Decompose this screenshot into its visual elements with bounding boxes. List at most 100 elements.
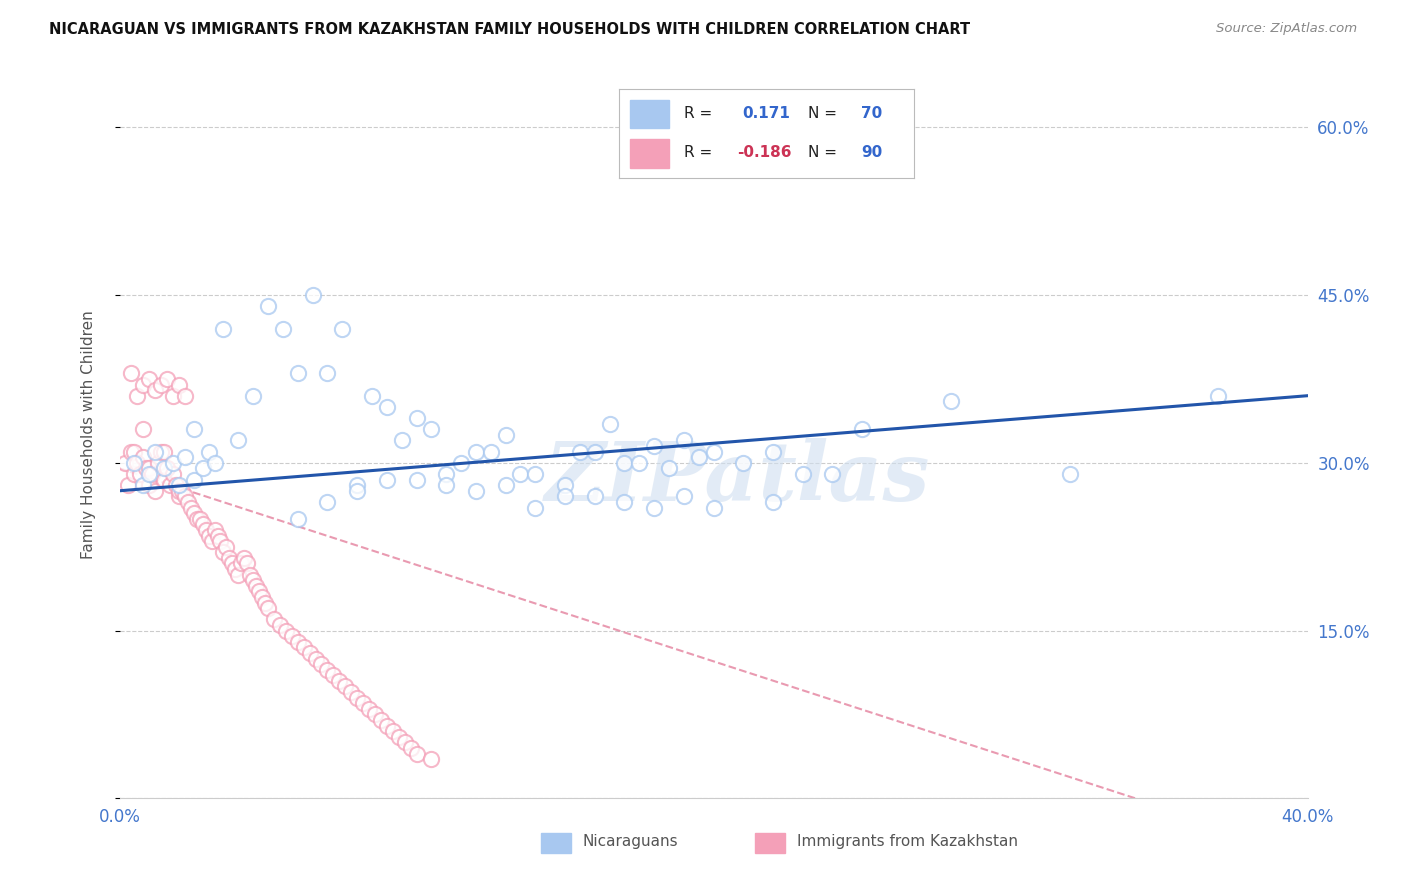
Point <box>568 444 591 458</box>
Bar <box>630 139 669 168</box>
Point <box>150 444 173 458</box>
Point <box>162 456 184 470</box>
Point <box>221 557 243 571</box>
Point <box>821 467 844 481</box>
Point <box>197 444 219 458</box>
Point <box>153 473 176 487</box>
Point <box>242 389 264 403</box>
Point <box>583 444 606 458</box>
Point <box>180 500 202 515</box>
Point <box>554 478 576 492</box>
Point <box>733 456 755 470</box>
Point <box>316 495 339 509</box>
Point <box>204 523 226 537</box>
Point <box>204 456 226 470</box>
Point <box>434 467 457 481</box>
Point <box>287 512 309 526</box>
Point <box>165 478 187 492</box>
Point <box>643 439 665 453</box>
Point <box>173 489 195 503</box>
Point <box>146 456 169 470</box>
Point <box>132 422 155 436</box>
Point <box>183 473 205 487</box>
Point <box>233 550 256 565</box>
Text: 70: 70 <box>860 106 882 120</box>
Point <box>287 367 309 381</box>
Point <box>194 523 217 537</box>
Point <box>200 534 222 549</box>
Point <box>479 444 502 458</box>
Point <box>127 389 149 403</box>
Point <box>391 434 413 448</box>
Point <box>298 646 321 660</box>
Point <box>322 668 344 682</box>
Point <box>703 444 725 458</box>
Point <box>167 377 190 392</box>
Point <box>688 450 710 465</box>
Point <box>159 478 181 492</box>
Point <box>236 557 259 571</box>
Point <box>599 417 621 431</box>
Point <box>188 512 211 526</box>
Point <box>183 422 205 436</box>
Point <box>263 612 285 626</box>
Point <box>316 367 339 381</box>
Point <box>524 500 547 515</box>
Point <box>405 473 427 487</box>
Text: ZIPatlas: ZIPatlas <box>544 439 929 518</box>
Point <box>247 584 270 599</box>
Point <box>167 489 190 503</box>
Point <box>399 741 422 756</box>
Point <box>124 444 146 458</box>
Point <box>132 450 155 465</box>
Point <box>197 528 219 542</box>
Point <box>191 461 214 475</box>
Point <box>316 663 339 677</box>
Point <box>330 321 353 335</box>
Point <box>186 512 208 526</box>
Point <box>138 478 160 492</box>
Point <box>361 389 384 403</box>
Point <box>1208 389 1230 403</box>
Point <box>177 495 200 509</box>
Point <box>495 478 517 492</box>
Point <box>218 550 240 565</box>
Point <box>143 383 166 397</box>
Point <box>643 500 665 515</box>
Text: Nicaraguans: Nicaraguans <box>583 834 679 849</box>
Point <box>335 680 357 694</box>
Point <box>257 601 280 615</box>
Point <box>464 444 488 458</box>
Text: Immigrants from Kazakhstan: Immigrants from Kazakhstan <box>797 834 1018 849</box>
Point <box>250 590 273 604</box>
Point <box>281 629 304 643</box>
Point <box>434 478 457 492</box>
Text: 0.171: 0.171 <box>742 106 790 120</box>
Point <box>304 651 326 665</box>
Text: -0.186: -0.186 <box>737 145 792 160</box>
Point <box>215 540 238 554</box>
Point <box>613 456 636 470</box>
Bar <box>755 832 785 853</box>
Point <box>672 434 695 448</box>
Point <box>162 467 184 481</box>
Point <box>143 444 166 458</box>
Text: NICARAGUAN VS IMMIGRANTS FROM KAZAKHSTAN FAMILY HOUSEHOLDS WITH CHILDREN CORRELA: NICARAGUAN VS IMMIGRANTS FROM KAZAKHSTAN… <box>49 22 970 37</box>
Point <box>340 685 363 699</box>
Text: N =: N = <box>807 145 837 160</box>
Point <box>792 467 814 481</box>
Text: R =: R = <box>683 145 711 160</box>
Point <box>153 461 176 475</box>
Point <box>138 372 160 386</box>
Point <box>583 489 606 503</box>
Point <box>613 495 636 509</box>
Point <box>346 478 368 492</box>
Point <box>156 372 179 386</box>
Point <box>153 444 176 458</box>
Point <box>311 657 333 672</box>
Point <box>420 422 443 436</box>
Point <box>239 567 262 582</box>
Point <box>231 557 253 571</box>
Point <box>357 702 380 716</box>
Point <box>851 422 873 436</box>
